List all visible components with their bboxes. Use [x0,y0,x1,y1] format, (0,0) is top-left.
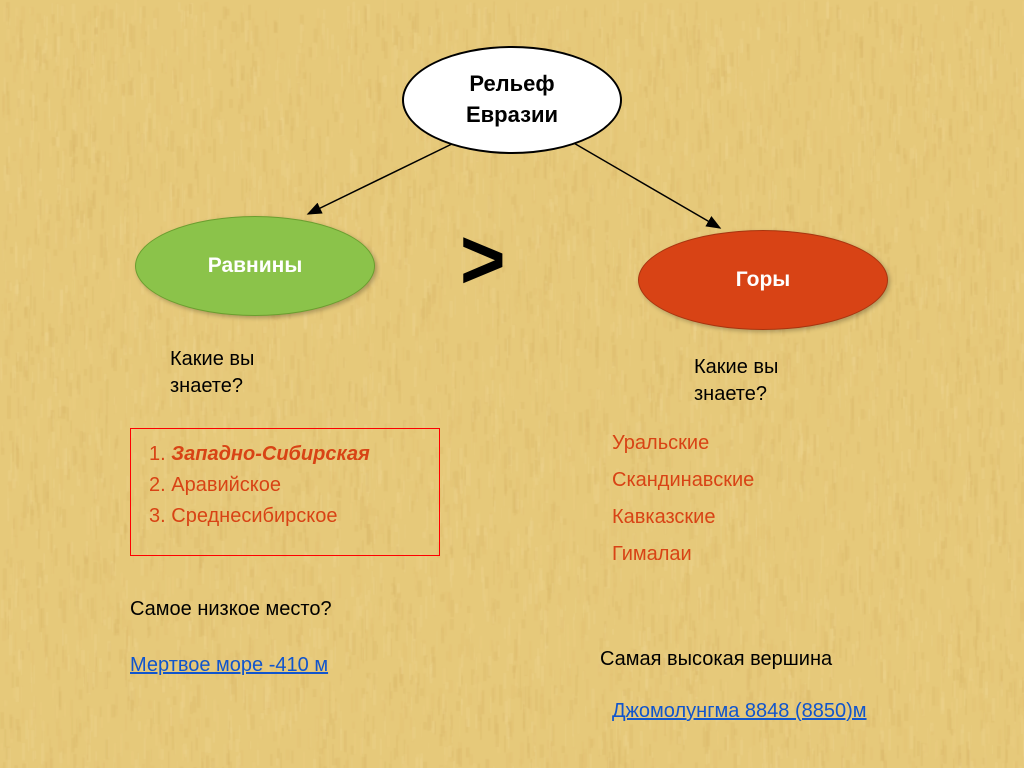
plains-node: Равнины [135,216,375,316]
lowest-question: Самое низкое место? [130,598,332,621]
greater-than-symbol: > [460,209,506,309]
highest-link[interactable]: Джомолунгма 8848 (8850)м [612,700,867,723]
plains-answer-item: 3. Среднесибирское [149,505,421,528]
plains-answer-item: 1. Западно-Сибирская [149,443,421,466]
mountains-node: Горы [638,230,888,330]
lowest-link[interactable]: Мертвое море -410 м [130,654,328,677]
question-right: Какие вызнаете? [694,354,778,408]
highest-question: Самая высокая вершина [600,648,832,671]
plains-label: Равнины [208,254,303,278]
question-left: Какие вызнаете? [170,346,254,400]
plains-answers-box: 1. Западно-Сибирская 2. Аравийское 3. Сред… [130,428,440,556]
root-line2: Евразии [466,100,558,131]
slide: Рельеф Евразии Равнины Горы > Какие вызн… [0,0,1024,768]
mountains-label: Горы [736,268,790,292]
root-line1: Рельеф [469,69,554,100]
plains-answer-item: 2. Аравийское [149,474,421,497]
mountains-answers-list: Уральские Скандинавские Кавказские Гималаи [612,432,754,580]
root-node: Рельеф Евразии [402,46,622,154]
mountains-answer-item: Гималаи [612,543,754,566]
mountains-answer-item: Скандинавские [612,469,754,492]
mountains-answer-item: Кавказские [612,506,754,529]
mountains-answer-item: Уральские [612,432,754,455]
